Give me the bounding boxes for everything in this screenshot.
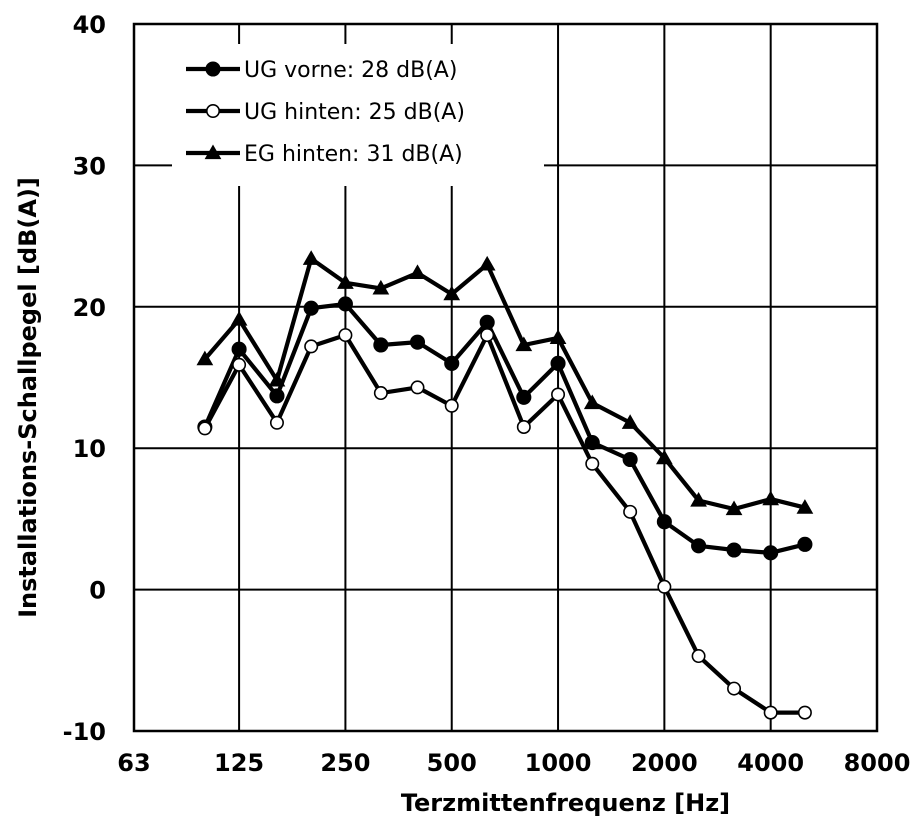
data-point	[337, 274, 354, 289]
data-point	[302, 250, 320, 265]
x-tick-label: 4000	[737, 749, 804, 777]
data-point	[479, 314, 495, 330]
legend-marker	[204, 144, 222, 160]
legend-item: UG hinten: 25 dB(A)	[186, 100, 465, 125]
data-point	[269, 388, 285, 404]
data-point	[622, 451, 638, 468]
data-point	[269, 415, 284, 430]
legend-item: EG hinten: 31 dB(A)	[186, 142, 463, 167]
data-point	[197, 421, 212, 436]
data-point	[726, 542, 742, 558]
data-point	[232, 357, 247, 372]
legend-label: UG vorne: 28 dB(A)	[244, 58, 457, 83]
x-tick-label: 8000	[844, 749, 911, 777]
legend-marker	[206, 104, 221, 119]
legend-marker	[205, 61, 221, 77]
data-point	[763, 545, 779, 561]
data-point	[585, 456, 600, 471]
data-point	[797, 536, 813, 552]
data-point	[304, 339, 319, 354]
data-point	[691, 538, 707, 554]
data-point	[443, 285, 461, 301]
y-tick-label: 30	[73, 152, 106, 180]
data-point	[763, 705, 778, 720]
legend-item: UG vorne: 28 dB(A)	[186, 58, 457, 83]
x-tick-label: 250	[320, 749, 370, 777]
data-point	[444, 398, 459, 413]
y-tick-label: 10	[73, 435, 106, 463]
x-tick-labels: 63 125 250 500 1000 2000 4000 8000	[117, 749, 910, 777]
data-point	[725, 500, 743, 516]
data-point	[656, 449, 673, 465]
series-3	[196, 250, 814, 516]
series-line	[203, 333, 805, 715]
x-tick-label: 63	[117, 749, 150, 777]
data-point	[691, 649, 706, 664]
data-point	[549, 329, 567, 345]
x-tick-label: 125	[214, 749, 264, 777]
y-tick-label: 40	[73, 11, 106, 39]
data-point	[373, 337, 389, 353]
y-axis-title: Installations-Schallpegel [dB(A)]	[14, 177, 42, 618]
data-point	[410, 380, 425, 395]
data-point	[480, 328, 495, 343]
data-point	[762, 490, 780, 506]
data-point	[551, 387, 566, 402]
data-point	[657, 579, 672, 594]
x-tick-label: 1000	[525, 749, 592, 777]
data-point	[338, 328, 353, 343]
data-point	[337, 296, 353, 312]
series-2	[197, 328, 812, 720]
data-point	[409, 264, 426, 279]
data-point	[303, 300, 319, 316]
legend: UG vorne: 28 dB(A) UG hinten: 25 dB(A) EG …	[172, 44, 544, 186]
data-point	[584, 434, 600, 451]
y-tick-label: -10	[63, 718, 106, 746]
x-tick-label: 500	[427, 749, 477, 777]
series-line	[203, 256, 806, 512]
x-tick-label: 2000	[631, 749, 698, 777]
data-point	[550, 355, 566, 371]
data-point	[690, 492, 707, 507]
x-axis-title: Terzmittenfrequenz [Hz]	[401, 789, 730, 817]
y-tick-labels: -10 0 10 20 30 40	[63, 11, 106, 746]
data-point	[583, 394, 601, 410]
data-point	[373, 386, 388, 401]
data-point	[796, 499, 814, 514]
legend-label: EG hinten: 31 dB(A)	[244, 142, 463, 167]
data-point	[516, 389, 532, 405]
data-point	[621, 414, 639, 429]
data-point	[478, 255, 496, 271]
data-point	[515, 336, 533, 352]
data-point	[268, 371, 286, 387]
data-point	[409, 334, 426, 350]
data-point	[727, 681, 742, 696]
data-point	[444, 355, 460, 371]
data-point	[196, 350, 214, 366]
data-point	[230, 311, 248, 326]
y-tick-label: 0	[89, 577, 106, 605]
data-point	[797, 705, 812, 720]
data-point	[656, 514, 672, 530]
legend-label: UG hinten: 25 dB(A)	[244, 100, 465, 125]
data-point	[231, 341, 247, 357]
plot-frame	[132, 22, 879, 733]
data-point	[372, 279, 390, 295]
y-tick-label: 20	[73, 294, 106, 322]
data-point	[623, 504, 638, 519]
data-point	[516, 419, 531, 434]
